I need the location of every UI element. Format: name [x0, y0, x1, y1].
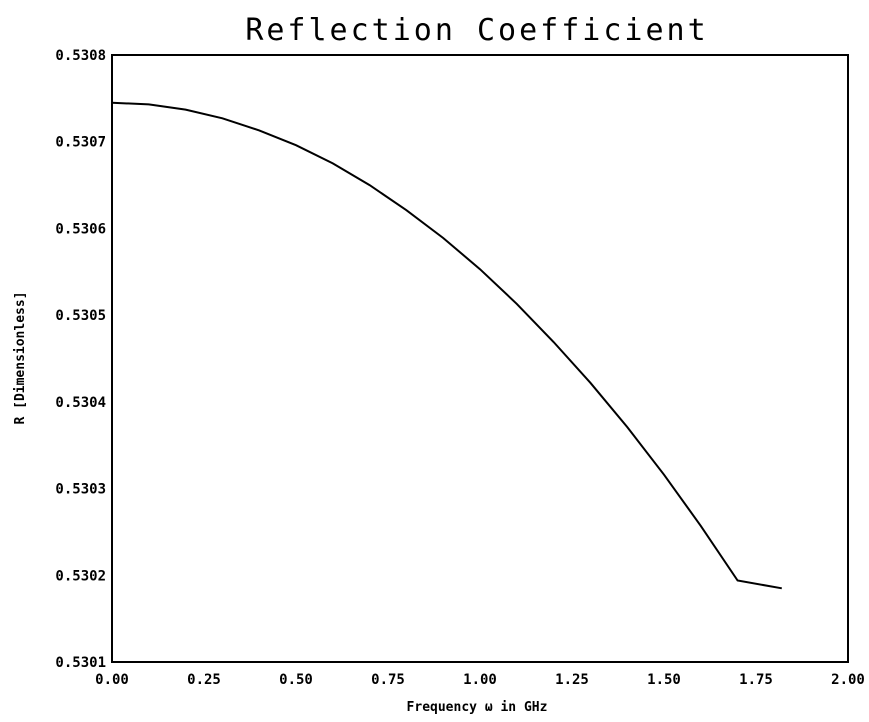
y-tick-label: 0.5304 — [55, 395, 106, 411]
y-tick-label: 0.5306 — [55, 221, 106, 237]
y-tick-label: 0.5301 — [55, 655, 106, 671]
x-axis-ticks: 0.00 0.25 0.50 0.75 1.00 1.25 1.50 1.75 2.00 — [95, 672, 865, 688]
chart-title: Reflection Coefficient — [245, 13, 708, 48]
x-tick-label: 0.00 — [95, 672, 129, 688]
y-axis-label: R [Dimensionless] — [13, 291, 28, 424]
plot-frame — [111, 54, 849, 663]
y-tick-label: 0.5308 — [55, 48, 106, 64]
y-tick-label: 0.5305 — [55, 308, 106, 324]
y-tick-label: 0.5303 — [55, 482, 106, 498]
series-line — [111, 101, 782, 590]
x-tick-label: 0.25 — [187, 672, 221, 688]
y-tick-label: 0.5307 — [55, 135, 106, 151]
x-tick-label: 0.50 — [279, 672, 313, 688]
x-tick-label: 1.00 — [463, 672, 497, 688]
x-axis-label: Frequency ω in GHz — [407, 700, 548, 715]
x-tick-label: 1.25 — [555, 672, 589, 688]
y-axis-ticks: 0.5301 0.5302 0.5303 0.5304 0.5305 0.5306 0.53… — [55, 48, 106, 671]
x-tick-label: 1.50 — [647, 672, 681, 688]
x-tick-label: 2.00 — [831, 672, 865, 688]
y-tick-label: 0.5302 — [55, 568, 106, 584]
x-tick-label: 0.75 — [371, 672, 405, 688]
x-tick-label: 1.75 — [739, 672, 773, 688]
